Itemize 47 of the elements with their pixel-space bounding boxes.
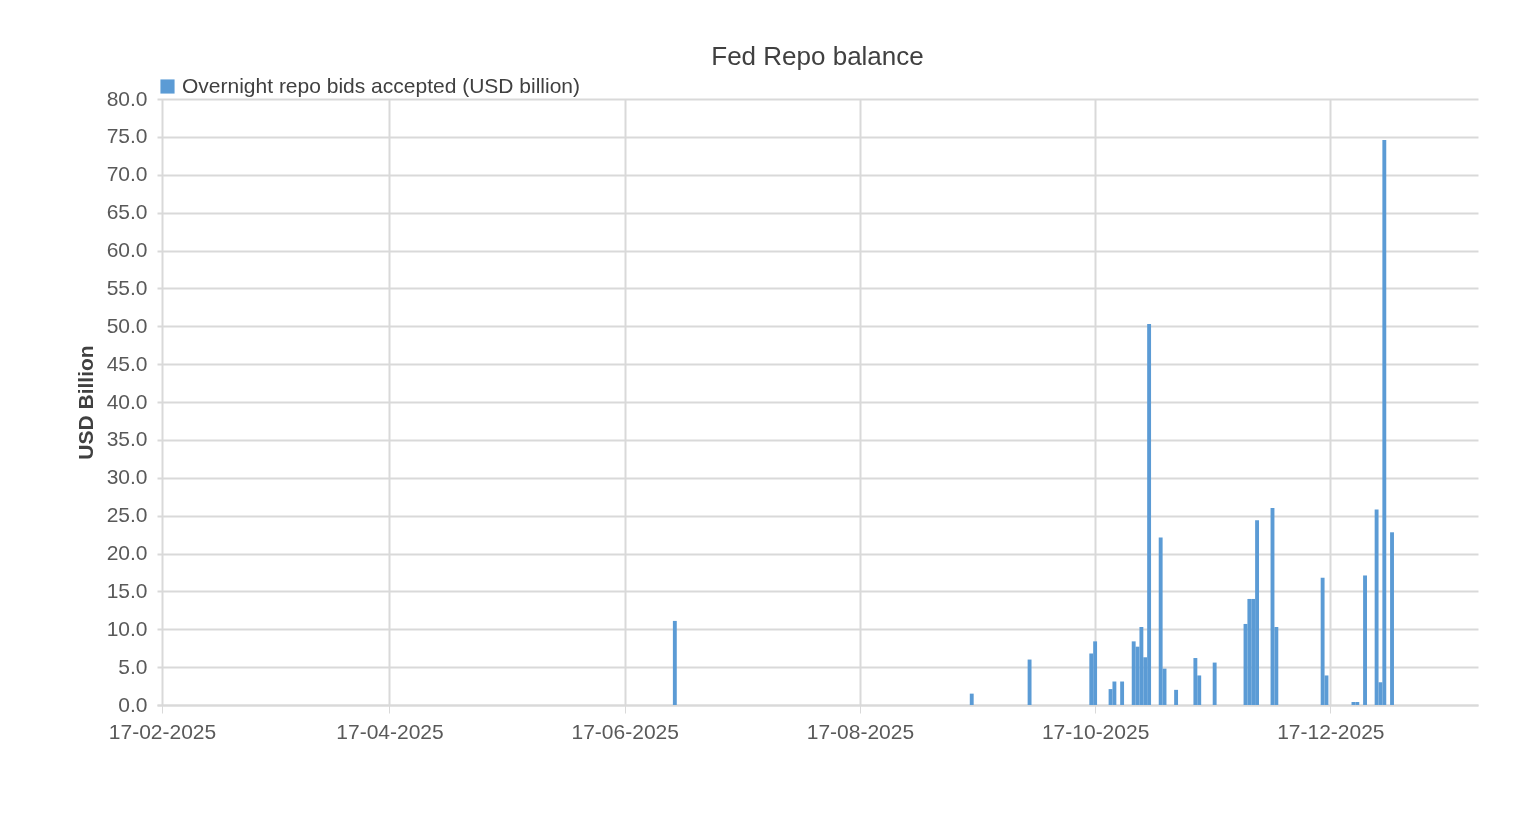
x-tick-label: 17-04-2025	[336, 719, 444, 743]
x-tick-label: 17-12-2025	[1277, 719, 1385, 743]
chart-title: Fed Repo balance	[711, 41, 924, 71]
y-tick-label: 45.0	[106, 351, 148, 375]
bar	[1382, 139, 1387, 705]
bar	[672, 620, 677, 705]
x-tick-label: 17-10-2025	[1041, 719, 1150, 743]
y-tick-label: 15.0	[106, 578, 148, 602]
bar	[1247, 598, 1252, 705]
bar	[1212, 662, 1217, 705]
bar	[1355, 701, 1360, 705]
bar	[1112, 681, 1117, 705]
bar	[1174, 689, 1179, 705]
y-tick-label: 75.0	[106, 124, 148, 148]
y-tick-label: 10.0	[106, 616, 148, 640]
bar	[1139, 626, 1144, 705]
y-tick-label: 70.0	[106, 162, 148, 186]
y-tick-label: 30.0	[106, 465, 148, 489]
x-tick-label: 17-06-2025	[571, 719, 679, 743]
bar	[1158, 537, 1163, 705]
y-tick-label: 20.0	[106, 541, 148, 564]
x-tick-label: 17-08-2025	[806, 719, 915, 743]
y-tick-label: 0.0	[118, 692, 148, 716]
bar	[1320, 577, 1325, 705]
bar	[1131, 641, 1136, 705]
y-tick-label: 50.0	[106, 313, 148, 337]
y-tick-label: 40.0	[106, 389, 148, 413]
bar	[969, 693, 974, 705]
bar	[1093, 641, 1098, 705]
bar	[1147, 323, 1152, 705]
y-axis-title: USD Billion	[73, 345, 97, 460]
x-tick-label: 17-02-2025	[108, 719, 217, 743]
bar	[1193, 658, 1198, 705]
bar	[1390, 532, 1394, 705]
y-tick-label: 5.0	[118, 654, 148, 678]
y-tick-label: 25.0	[106, 503, 148, 527]
bar	[1255, 520, 1260, 705]
bar	[1027, 659, 1032, 705]
legend-label: Overnight repo bids accepted (USD billion)	[182, 73, 581, 97]
y-tick-label: 35.0	[106, 427, 148, 451]
bar	[1363, 575, 1367, 705]
y-tick-label: 80.0	[106, 86, 148, 110]
y-tick-label: 60.0	[106, 238, 148, 261]
bar	[1120, 681, 1125, 705]
bar	[1374, 509, 1379, 705]
y-tick-label: 65.0	[106, 200, 148, 224]
y-tick-label: 55.0	[106, 275, 148, 299]
